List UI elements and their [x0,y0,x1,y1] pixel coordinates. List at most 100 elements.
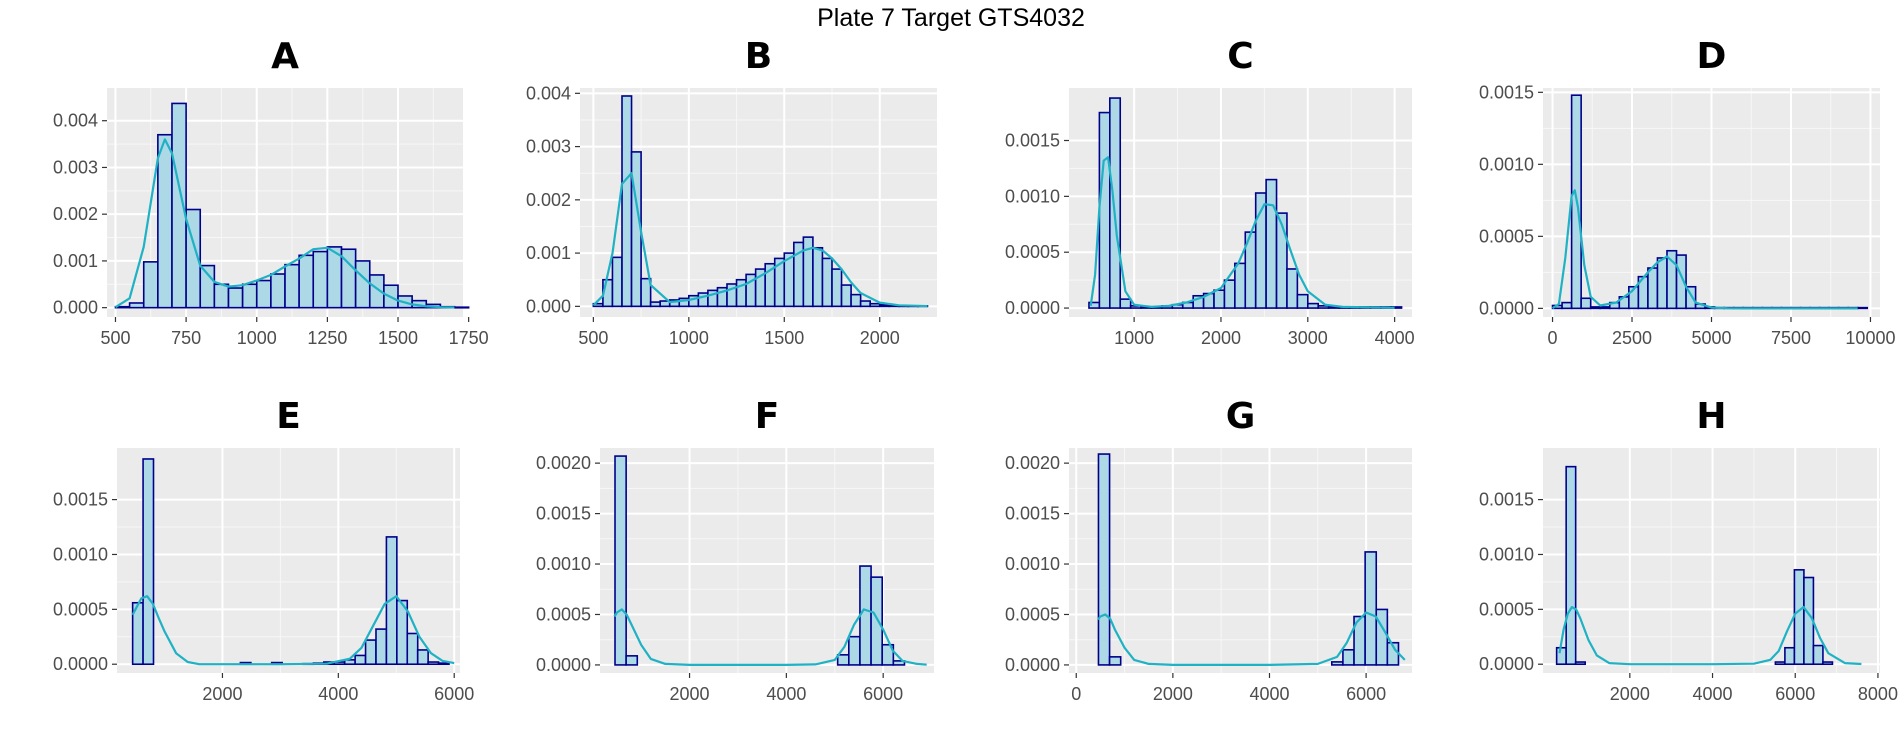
histogram-bar [625,655,639,666]
histogram-bar [1555,646,1567,666]
histogram-bar [213,283,230,309]
x-tick-label: 2000 [1610,684,1650,704]
x-tick-label: 750 [171,328,201,348]
histogram-bar [1856,306,1869,310]
x-tick-label: 6000 [1346,684,1386,704]
x-tick-label: 1000 [669,328,709,348]
x-tick-label: 2000 [202,684,242,704]
y-tick-label: 0.004 [53,111,98,131]
panel-d: 0 2500 5000 7500 10000 0.0000 0.0005 0.0010 0.00… [1479,36,1896,348]
x-tick-label: 4000 [1249,684,1289,704]
histogram-bar [1574,661,1586,666]
y-tick-label: 0.0015 [1005,504,1060,524]
x-tick-label: 2500 [1612,328,1652,348]
x-tick-label: 2000 [1153,684,1193,704]
y-tick-label: 0.003 [526,137,571,157]
x-tick-label: 0 [1071,684,1081,704]
x-tick-label: 1500 [378,328,418,348]
histogram-bar [1784,646,1796,666]
panel-title: C [1227,36,1253,77]
density-curve [114,138,455,309]
panel-a: 500 750 1000 1250 1500 1750 0.000 0.001 0.002 0.0… [53,36,489,348]
y-tick-label: 0.0015 [536,504,591,524]
histogram-bar [614,455,627,666]
x-tick-label: 6000 [1775,684,1815,704]
histogram-bar [848,635,861,666]
histogram-bar [1656,257,1668,310]
x-tick-label: 6000 [863,684,903,704]
panel-title: F [755,396,780,437]
y-tick-label: 0.0020 [536,453,591,473]
y-tick-label: 0.0000 [1479,298,1534,318]
y-tick-label: 0.0005 [1005,604,1060,624]
histogram-bar [437,662,450,666]
y-tick-label: 0.0015 [1005,131,1060,151]
histogram-bar [1561,301,1573,310]
histogram-bar [1647,267,1659,310]
histogram-bar [284,263,300,309]
panel-e: 2000 4000 6000 0.0000 0.0005 0.0010 0.0015 E [53,396,474,704]
density-curve [592,172,928,308]
histogram-bar [354,260,371,309]
histogram-bar [157,133,173,309]
histogram-bar [878,303,891,308]
y-tick-label: 0.0010 [1479,154,1534,174]
histogram-bar [416,649,429,666]
x-tick-label: 2000 [1201,328,1241,348]
histogram-bar [812,246,824,308]
histogram-bar [270,273,286,309]
x-tick-label: 4000 [766,684,806,704]
panel-title: D [1697,36,1727,77]
histogram-bar [1822,661,1834,666]
histogram-bar [241,283,258,309]
histogram-bar [1265,178,1278,309]
histogram-bar [881,643,895,666]
histogram-bar [364,639,377,666]
x-tick-label: 0 [1548,328,1558,348]
density-curve [1089,156,1395,309]
histogram-bar [821,257,833,308]
y-tick-label: 0.0010 [1005,186,1060,206]
histogram-bar [227,287,244,309]
y-tick-label: 0.002 [53,204,98,224]
histogram-bar [255,279,272,309]
x-tick-label: 4000 [1375,328,1415,348]
histogram-bar [836,654,850,666]
histogram-bar [128,302,145,309]
figure-title: Plate 7 Target GTS4032 [817,4,1085,32]
histogram-bar [1364,551,1378,666]
histogram-bar [1306,302,1320,309]
histogram-bar [1565,465,1577,666]
density-curve [1551,189,1858,310]
histogram-bar [859,300,871,308]
y-tick-label: 0.0005 [536,604,591,624]
panel-h-background [1543,448,1880,673]
histogram-bar [298,254,315,309]
y-tick-label: 0.0010 [53,544,108,564]
y-tick-label: 0.0005 [1479,226,1534,246]
y-tick-label: 0.0000 [1479,654,1534,674]
x-tick-label: 1250 [307,328,347,348]
histogram-bar [1331,661,1344,666]
y-tick-label: 0.000 [526,296,571,316]
histogram-bar [621,95,633,308]
histogram-bar [1580,297,1592,310]
histogram-bar [1286,268,1299,309]
histogram-bar [396,599,409,666]
histogram-bar [142,261,159,309]
histogram-bar [1098,111,1111,309]
histogram-bar [1213,289,1226,309]
histogram-bar [142,458,155,666]
panel-title: A [271,36,299,77]
histogram-bar [1275,212,1288,309]
y-tick-label: 0.0010 [536,554,591,574]
y-tick-label: 0.0010 [1005,554,1060,574]
panel-g: 0 2000 4000 6000 0.0000 0.0005 0.0010 0.0015 0.0… [1005,396,1412,704]
y-tick-label: 0.0010 [1479,544,1534,564]
density-curve [613,608,927,667]
y-tick-label: 0.0015 [53,490,108,510]
density-curve [131,595,455,666]
histogram-bar [375,628,388,666]
panel-f: 2000 4000 6000 0.0000 0.0005 0.0010 0.0015 0.00… [536,396,934,704]
